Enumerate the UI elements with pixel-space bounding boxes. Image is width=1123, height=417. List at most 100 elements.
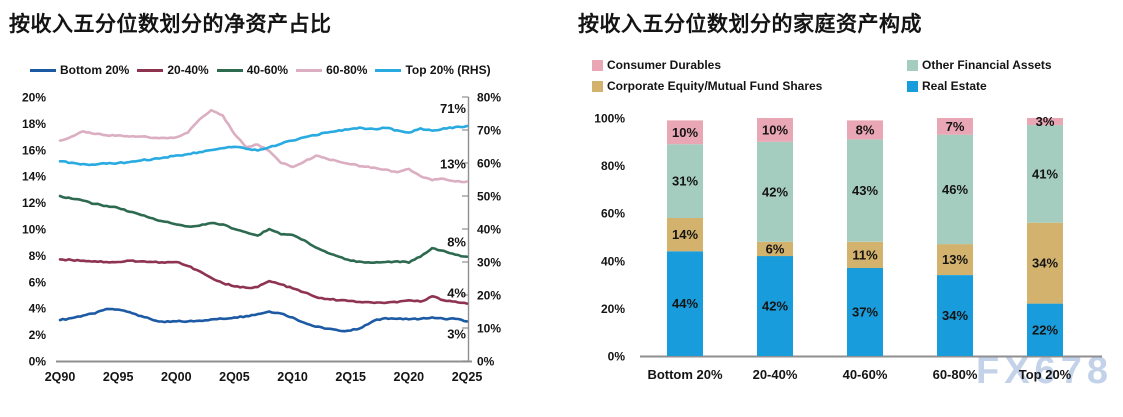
bar-segment-real-estate bbox=[847, 267, 883, 356]
legend-line-swatch bbox=[296, 68, 323, 72]
series-line-20-40- bbox=[58, 258, 469, 305]
series-line-top-20-rhs- bbox=[58, 124, 469, 167]
bar-segment-label: 13% bbox=[942, 252, 968, 267]
bar-segment-label: 34% bbox=[1032, 256, 1058, 271]
left-x-axis-label: 2Q95 bbox=[103, 370, 134, 384]
left-y-axis-label: 18% bbox=[22, 117, 46, 131]
left-y-axis-label: 2% bbox=[29, 328, 47, 342]
left-x-axis-label: 2Q00 bbox=[161, 370, 192, 384]
bar-segment-label: 7% bbox=[946, 119, 965, 134]
left-y-axis-label: 6% bbox=[29, 275, 47, 289]
series-line-bottom-20- bbox=[58, 307, 469, 333]
left-x-axis-label: 2Q15 bbox=[335, 370, 366, 384]
bar-segment-other-financial-assets bbox=[1027, 125, 1063, 223]
bar-y-axis-label: 20% bbox=[601, 302, 625, 316]
left-y-axis-label: 12% bbox=[22, 196, 46, 210]
right-y-axis-label: 40% bbox=[477, 223, 501, 237]
bar-segment-label: 6% bbox=[766, 241, 785, 256]
legend-square-swatch bbox=[592, 59, 603, 71]
bar-segment-label: 10% bbox=[672, 125, 698, 140]
bar-segment-consumer-durables bbox=[847, 120, 883, 140]
left-x-axis-label: 2Q05 bbox=[219, 370, 250, 384]
bar-segment-label: 31% bbox=[672, 174, 698, 189]
bar-x-axis-label: Bottom 20% bbox=[647, 367, 723, 382]
bar-segment-label: 11% bbox=[852, 247, 878, 262]
legend-label: Consumer Durables bbox=[607, 58, 722, 72]
legend-square-swatch bbox=[907, 80, 918, 92]
legend-line-swatch bbox=[375, 68, 402, 72]
bar-y-axis-label: 80% bbox=[601, 159, 625, 173]
right-chart-legend: Consumer Durables Other Financial Assets C… bbox=[592, 58, 1052, 93]
series-end-label: 13% bbox=[440, 156, 466, 171]
bar-segment-other-financial-assets bbox=[667, 144, 703, 218]
legend-square-swatch bbox=[592, 80, 603, 92]
bar-segment-real-estate bbox=[937, 275, 973, 356]
right-y-axis-label: 60% bbox=[477, 157, 501, 171]
right-chart-title: 按收入五分位数划分的家庭资产构成 bbox=[578, 13, 922, 36]
right-y-axis-label: 0% bbox=[477, 355, 495, 369]
bar-segment-label: 10% bbox=[762, 122, 788, 137]
series-end-label: 71% bbox=[440, 101, 466, 116]
legend-label: 60-80% bbox=[326, 63, 368, 77]
legend-item-real-estate: Real Estate bbox=[907, 79, 1052, 93]
left-x-axis-label: 2Q20 bbox=[394, 370, 425, 384]
left-y-axis-label: 4% bbox=[29, 302, 47, 316]
series-line-60-80- bbox=[58, 108, 469, 184]
left-y-axis-label: 16% bbox=[22, 143, 46, 157]
bar-segment-label: 43% bbox=[852, 183, 878, 198]
bar-segment-consumer-durables bbox=[1027, 118, 1063, 126]
series-end-label: 3% bbox=[447, 326, 466, 341]
right-y-axis-label: 50% bbox=[477, 190, 501, 204]
bar-segment-real-estate bbox=[1027, 303, 1063, 356]
legend-item-bottom-20-: Bottom 20% bbox=[30, 63, 129, 77]
bar-segment-label: 14% bbox=[672, 227, 698, 242]
bar-segment-consumer-durables bbox=[757, 118, 793, 142]
bar-x-axis-label: 40-60% bbox=[843, 367, 888, 382]
bar-segment-consumer-durables bbox=[667, 120, 703, 145]
series-end-label: 4% bbox=[447, 286, 466, 301]
legend-label: 20-40% bbox=[167, 63, 209, 77]
left-y-axis-label: 8% bbox=[29, 249, 47, 263]
legend-item-consumer-durables: Consumer Durables bbox=[592, 58, 907, 72]
bar-segment-label: 3% bbox=[1036, 114, 1055, 129]
series-end-label: 8% bbox=[447, 235, 466, 250]
bar-segment-label: 42% bbox=[762, 184, 788, 199]
left-chart-title: 按收入五分位数划分的净资产占比 bbox=[9, 13, 332, 36]
left-y-axis-label: 10% bbox=[22, 223, 46, 237]
bar-y-axis-label: 100% bbox=[594, 112, 625, 126]
left-y-axis-label: 0% bbox=[29, 355, 47, 369]
bar-y-axis-label: 60% bbox=[601, 207, 625, 221]
right-y-axis-label: 20% bbox=[477, 289, 501, 303]
bar-segment-real-estate bbox=[667, 251, 703, 356]
bar-segment-corporate-equity-mutual-fund-shares bbox=[757, 241, 793, 257]
legend-item-20-40-: 20-40% bbox=[137, 63, 209, 77]
left-x-axis-label: 2Q25 bbox=[452, 370, 483, 384]
bar-segment-other-financial-assets bbox=[937, 134, 973, 245]
legend-line-swatch bbox=[137, 68, 164, 72]
bar-segment-corporate-equity-mutual-fund-shares bbox=[667, 218, 703, 252]
bar-segment-label: 22% bbox=[1032, 322, 1058, 337]
left-chart-legend: Bottom 20% 20-40% 40-60% 60-80% Top 20% (RHS… bbox=[30, 63, 491, 77]
bar-segment-label: 41% bbox=[1032, 166, 1058, 181]
bar-segment-label: 46% bbox=[942, 182, 968, 197]
bar-segment-other-financial-assets bbox=[847, 139, 883, 242]
legend-label: Top 20% (RHS) bbox=[405, 63, 491, 77]
legend-line-swatch bbox=[30, 68, 56, 72]
bar-segment-label: 42% bbox=[762, 299, 788, 314]
bar-segment-label: 8% bbox=[856, 122, 875, 137]
bar-segment-label: 34% bbox=[942, 308, 968, 323]
left-x-axis-label: 2Q10 bbox=[277, 370, 308, 384]
legend-item-corporate-equity-mutual-fund-shares: Corporate Equity/Mutual Fund Shares bbox=[592, 79, 907, 93]
bar-y-axis-label: 0% bbox=[608, 350, 626, 364]
legend-label: Bottom 20% bbox=[60, 63, 130, 77]
right-y-axis-label: 80% bbox=[477, 91, 501, 105]
legend-label: Real Estate bbox=[922, 79, 987, 93]
bar-segment-corporate-equity-mutual-fund-shares bbox=[1027, 222, 1063, 304]
legend-item-40-60-: 40-60% bbox=[216, 63, 288, 77]
legend-line-swatch bbox=[216, 68, 243, 72]
legend-item-top-20-rhs-: Top 20% (RHS) bbox=[375, 63, 491, 77]
left-y-axis-label: 14% bbox=[22, 170, 46, 184]
bar-segment-real-estate bbox=[757, 256, 793, 356]
bar-x-axis-label: 20-40% bbox=[753, 367, 798, 382]
